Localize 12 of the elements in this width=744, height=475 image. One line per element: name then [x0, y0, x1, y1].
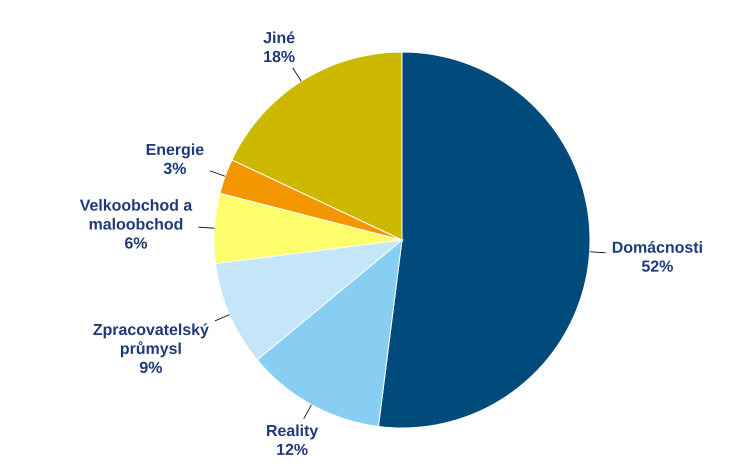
slice-label: Velkoobchod a maloobchod — [80, 199, 192, 230]
data-label: 52% — [642, 260, 673, 272]
slice-label: Zpracovatelský průmysl — [93, 323, 209, 358]
data-label: 12% — [277, 444, 308, 456]
slice-label: Domácnosti — [612, 241, 702, 253]
data-label: 6% — [125, 237, 148, 249]
data-label: 18% — [264, 50, 295, 62]
slice-label: Energie — [146, 143, 204, 158]
data-label: 3% — [164, 162, 186, 174]
slice-label: Reality — [267, 424, 318, 440]
slice-label: Jiné — [263, 31, 295, 44]
data-label: 9% — [140, 362, 162, 374]
